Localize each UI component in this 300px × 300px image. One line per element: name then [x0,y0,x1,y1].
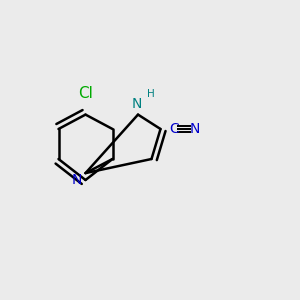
Text: Cl: Cl [78,85,93,100]
Text: C: C [169,122,179,136]
Text: N: N [71,173,82,187]
Text: H: H [147,89,155,99]
Text: N: N [131,97,142,110]
Text: N: N [189,122,200,136]
